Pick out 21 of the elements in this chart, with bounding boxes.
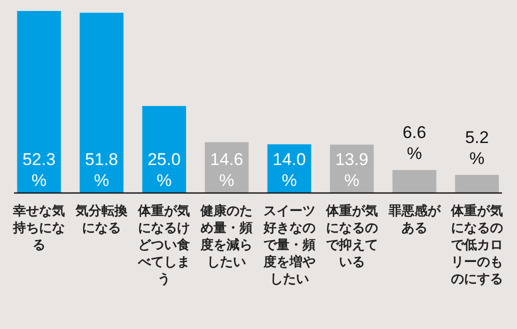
data-label: 51.8% (85, 150, 118, 190)
bar (392, 170, 436, 193)
bar (80, 12, 124, 193)
x-tick-label: 健康のため量・頻度を減らしたい (199, 203, 254, 271)
data-label: 14.6% (210, 150, 244, 190)
x-tick-label: スイーツ好きなので量・頻度を増やしたい (262, 203, 316, 288)
data-label: 13.9% (335, 150, 368, 190)
x-tick-label: 罪悪感がある (387, 203, 442, 237)
data-label: 25.0% (148, 150, 181, 190)
x-tick-label: 気分転換になる (74, 203, 129, 237)
x-tick-label: 体重が気になるので低カロリーのものにする (450, 203, 504, 288)
data-label: 52.3% (22, 150, 56, 190)
bar (455, 174, 499, 193)
data-label: 6.6% (402, 123, 426, 164)
bar (17, 11, 61, 193)
bar (142, 106, 186, 193)
x-tick-label: 体重が気になるけどつい食べてしまう (136, 203, 192, 288)
x-tick-label: 体重が気になるので抑えている (324, 203, 379, 271)
data-label: 5.2% (465, 128, 489, 168)
x-tick-label: 幸せな気持ちになる (12, 203, 66, 254)
data-label: 14.0% (272, 150, 306, 190)
